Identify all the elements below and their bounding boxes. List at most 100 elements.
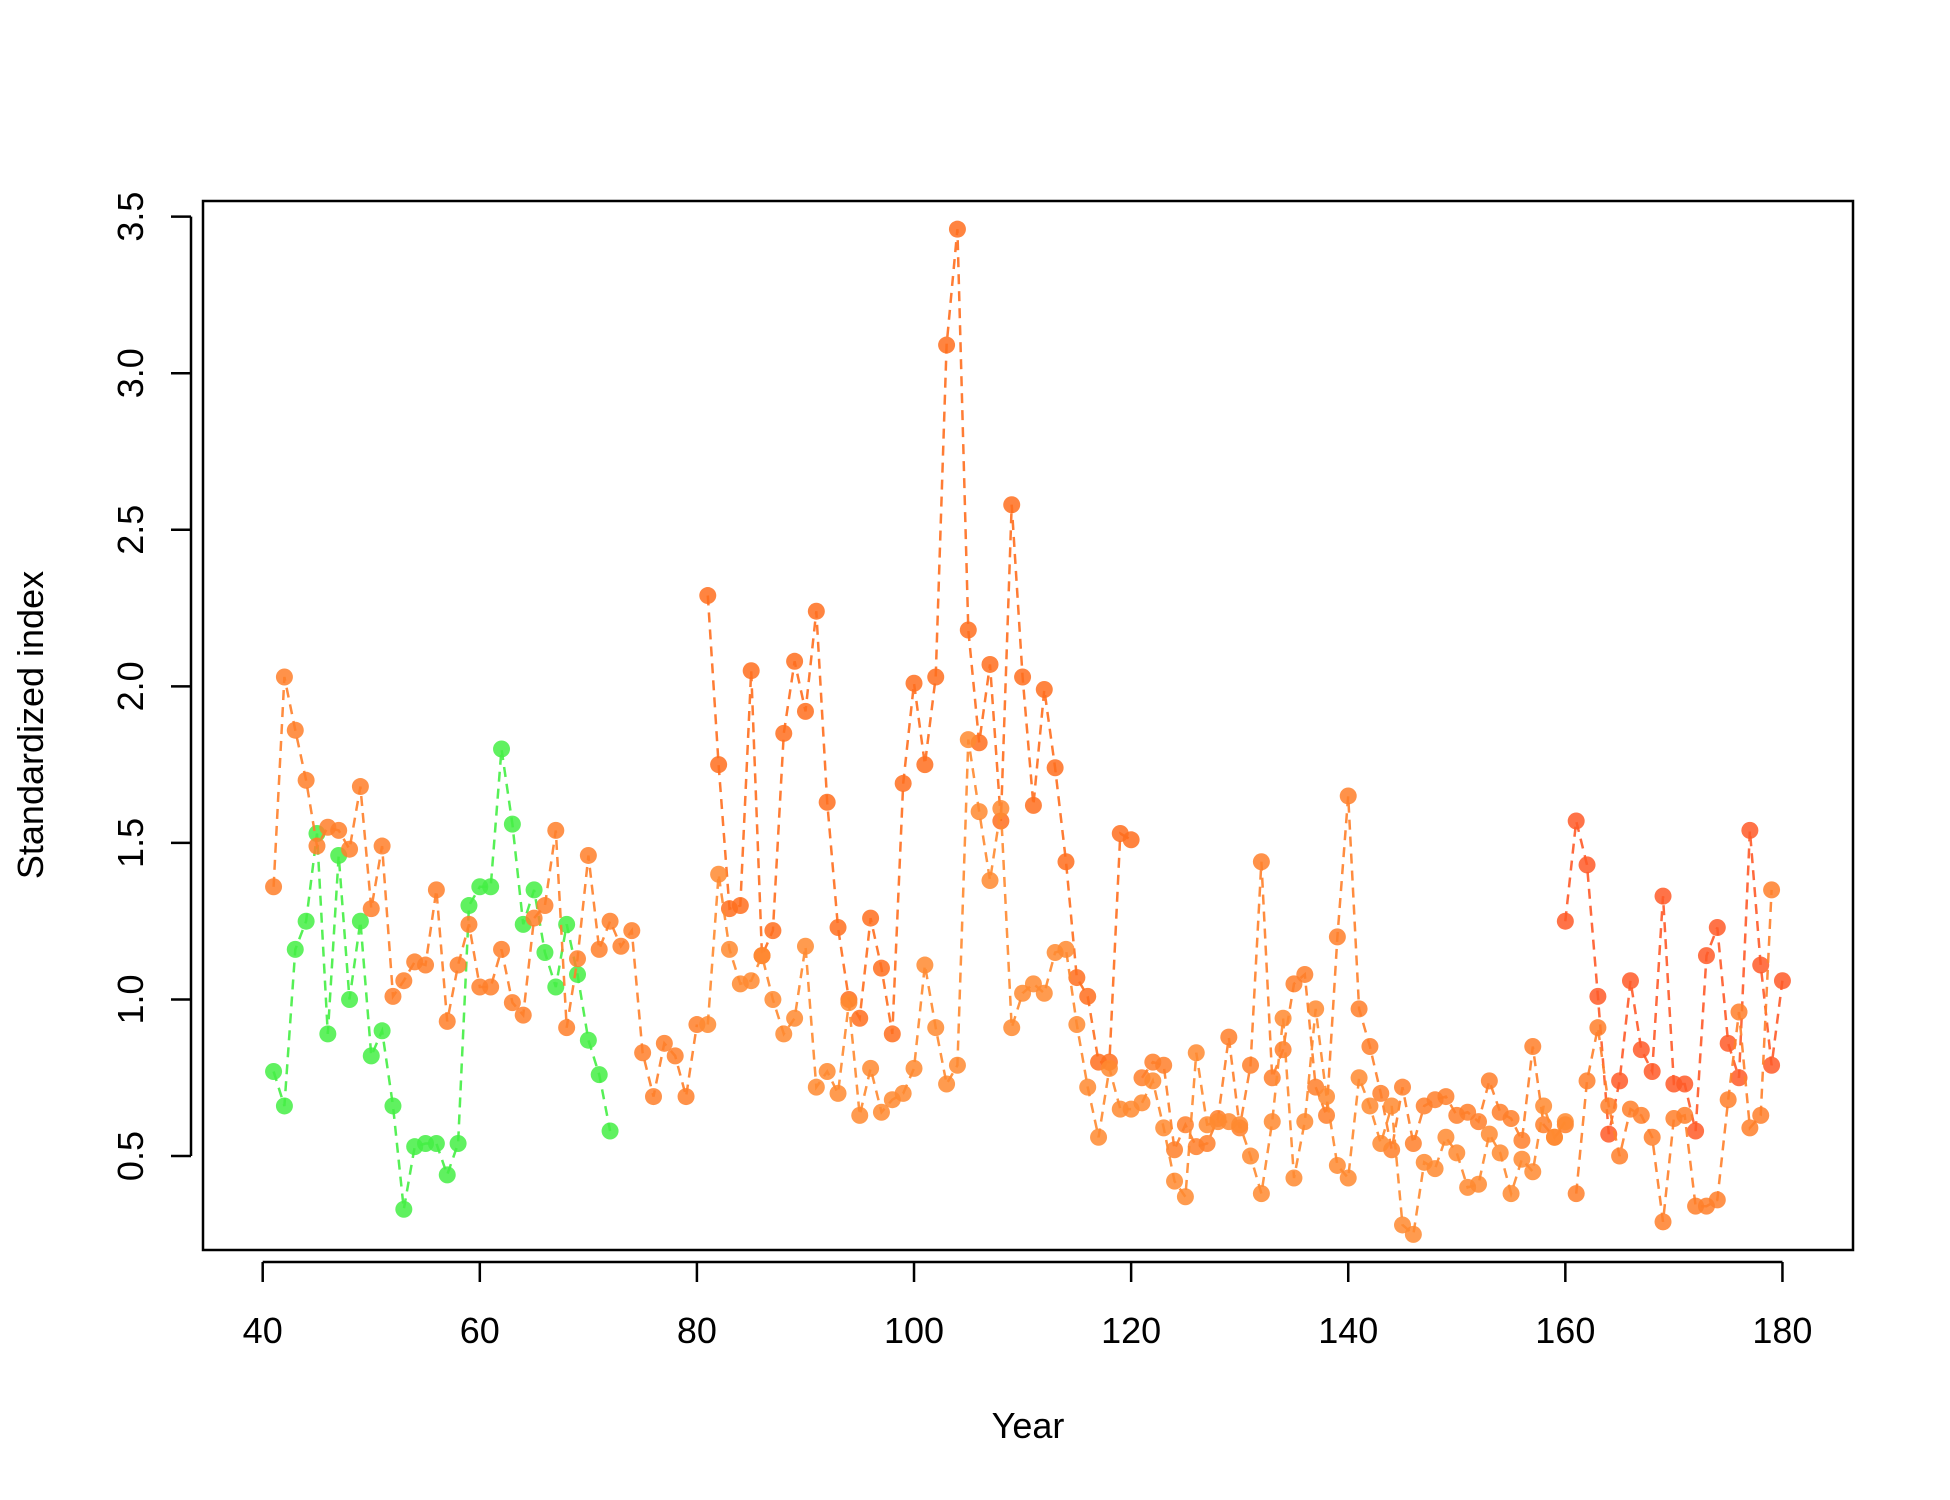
data-point [992,799,1010,817]
data-point [710,865,728,883]
data-point [275,668,293,686]
data-point [818,1063,836,1081]
data-point [1730,1069,1748,1087]
data-point [1730,1003,1748,1021]
data-point [297,771,315,789]
data-point [417,956,435,974]
data-point [1611,1147,1629,1165]
data-point [1719,1034,1737,1052]
x-tick-label: 160 [1535,1310,1595,1351]
x-tick-label: 100 [884,1310,944,1351]
data-point [1676,1106,1694,1124]
data-point [1643,1128,1661,1146]
series-line [1140,795,1567,1155]
data-point [1361,1037,1379,1055]
data-point [1176,1188,1194,1206]
x-tick-label: 180 [1752,1310,1812,1351]
data-point [1404,1135,1422,1153]
data-point [634,1044,652,1062]
data-point [1198,1135,1216,1153]
data-point [731,897,749,915]
data-point [286,940,304,958]
data-point [1524,1163,1542,1181]
data-point [959,621,977,639]
y-tick-label: 1.0 [110,974,151,1024]
data-point [525,909,543,927]
data-point [1502,1109,1520,1127]
data-point [981,872,999,890]
data-point [1524,1037,1542,1055]
series-7 [1556,812,1791,1143]
data-point [547,978,565,996]
data-point [590,1066,608,1084]
data-point [612,937,630,955]
data-point [1350,1069,1368,1087]
data-point [1448,1144,1466,1162]
data-point [384,987,402,1005]
data-point [1773,972,1791,990]
data-point [1252,853,1270,871]
data-point [482,978,500,996]
data-point [1242,1056,1260,1074]
data-point [1513,1150,1531,1168]
data-point [894,1084,912,1102]
y-tick-label: 0.5 [110,1131,151,1181]
data-point [1155,1119,1173,1137]
data-point [482,878,500,896]
data-point [579,846,597,864]
data-point [1220,1028,1238,1046]
data-point [1535,1097,1553,1115]
y-tick-label: 3.0 [110,348,151,398]
series-line [706,229,1132,1064]
data-point [948,220,966,238]
data-point [1350,1000,1368,1018]
data-point [601,912,619,930]
data-point [1383,1097,1401,1115]
x-tick-label: 40 [243,1310,283,1351]
data-point [536,897,554,915]
y-tick-label: 1.5 [110,818,151,868]
data-point [1328,928,1346,946]
data-point [438,1166,456,1184]
data-point [1242,1147,1260,1165]
data-point [1187,1044,1205,1062]
data-point [547,821,565,839]
data-point [775,1025,793,1043]
data-point [1632,1041,1650,1059]
data-point [699,1016,717,1034]
data-point [1643,1063,1661,1081]
data-point [1231,1116,1249,1134]
data-point [1057,940,1075,958]
data-point [493,940,511,958]
x-tick-label: 80 [677,1310,717,1351]
data-point [851,1009,869,1027]
data-point [1600,1097,1618,1115]
data-point [905,674,923,692]
data-point [308,837,326,855]
data-point [579,1031,597,1049]
plot-area [265,220,1791,1243]
data-point [373,1022,391,1040]
series-8 [1567,881,1781,1231]
data-point [1090,1128,1108,1146]
data-point [1035,984,1053,1002]
data-point [916,756,934,774]
data-point [1035,680,1053,698]
data-point [938,1075,956,1093]
data-point [1513,1131,1531,1149]
data-point [1252,1185,1270,1203]
data-point [807,602,825,620]
series-line [1574,889,1773,1222]
data-point [1057,853,1075,871]
data-point [1003,496,1021,514]
data-point [764,990,782,1008]
data-point [829,918,847,936]
data-point [1621,972,1639,990]
series-3 [699,220,1140,1071]
y-tick-label: 2.0 [110,661,151,711]
data-point [1003,1019,1021,1037]
x-axis-label: Year [992,1405,1065,1446]
data-point [786,652,804,670]
data-point [1763,1056,1781,1074]
